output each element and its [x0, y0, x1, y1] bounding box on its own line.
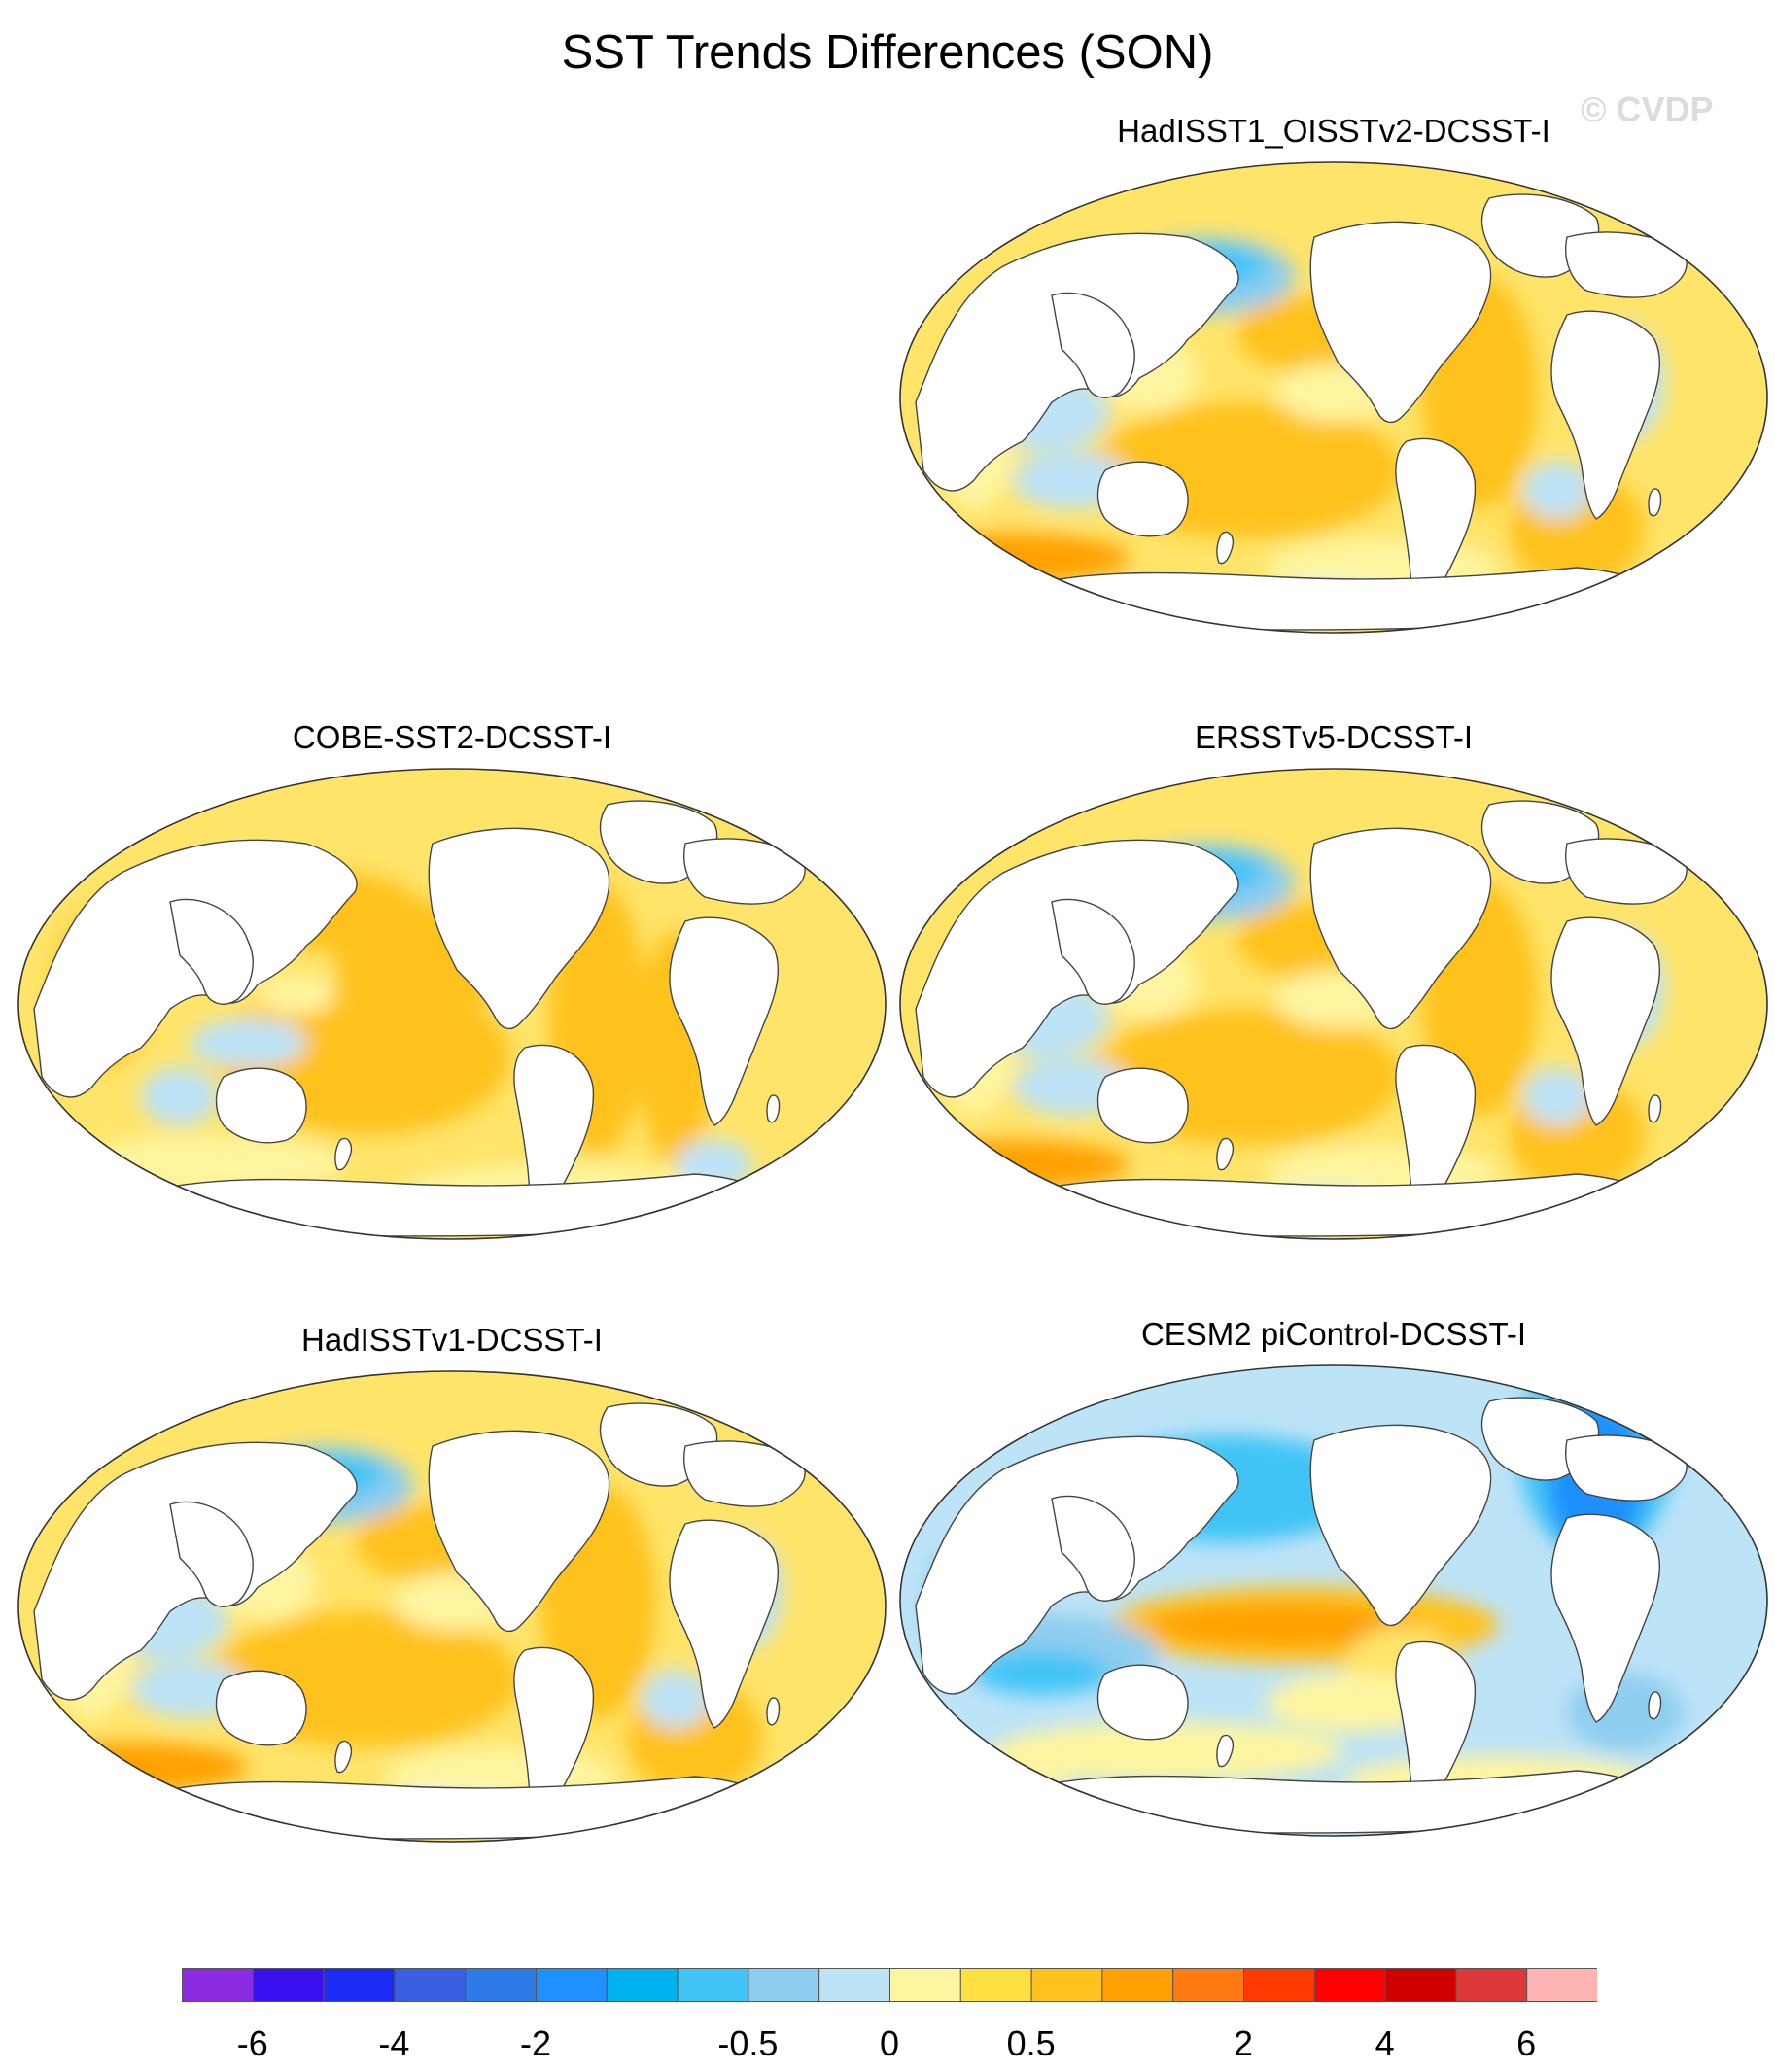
colorbar-labels: -6 -4 -2 -0.5 0 0.5 2 4 6 [0, 2023, 1775, 2072]
land-northAmerica [1309, 1424, 1492, 1627]
land-madagascar [1648, 1691, 1662, 1720]
colorbar-cell [465, 1968, 538, 2002]
land-newZealand [334, 1740, 353, 1774]
colorbar-cell [323, 1968, 396, 2002]
land-madagascar [766, 1094, 781, 1123]
map-outline [17, 768, 887, 1240]
page-title: SST Trends Differences (SON) [561, 26, 1214, 79]
land-newZealand [1216, 1137, 1235, 1171]
land-asiaEast [1051, 1495, 1135, 1602]
land-africa [1550, 310, 1661, 520]
land-asiaEast [1051, 292, 1135, 398]
land-europe [1565, 231, 1688, 298]
map [899, 768, 1768, 1240]
land-northAmerica [1309, 827, 1492, 1030]
colorbar-cell [1384, 1968, 1457, 2002]
map [17, 768, 887, 1240]
land-madagascar [766, 1697, 781, 1726]
colorbar-tick-label: 0.5 [1006, 2023, 1056, 2063]
land-europe [683, 1440, 806, 1507]
colorbar-cell [677, 1968, 749, 2002]
land-newZealand [334, 1137, 353, 1171]
colorbar-cell [818, 1968, 891, 2002]
colorbar-tick-label: -2 [519, 2023, 552, 2063]
colorbar-tick-label: 2 [1233, 2023, 1254, 2063]
colorbar-cell [1243, 1968, 1315, 2002]
colorbar-cell [1030, 1968, 1103, 2002]
map [899, 1364, 1768, 1837]
map-outline [899, 1364, 1768, 1837]
map-panel-hadisst1-oisstv2: HadISST1_OISSTv2-DCSST-I [896, 113, 1771, 735]
map-outline [899, 768, 1768, 1240]
map-panel-ersstv5: ERSSTv5-DCSST-I [896, 719, 1771, 1341]
land-australia [1096, 461, 1189, 537]
map-panel-cesm2-picontrol: CESM2 piControl-DCSST-I [896, 1316, 1771, 1938]
panel-title: HadISSTv1-DCSST-I [301, 1322, 603, 1358]
land-australia [1096, 1067, 1189, 1144]
land-australia [215, 1067, 307, 1144]
land-africa [669, 1519, 780, 1729]
anomaly-region [258, 975, 335, 1014]
map [899, 161, 1768, 634]
colorbar [182, 1968, 1597, 2002]
colorbar-cell [606, 1968, 679, 2002]
map-panel-hadisstv1: HadISSTv1-DCSST-I [15, 1322, 889, 1944]
colorbar-cell [1526, 1968, 1597, 2002]
land-europe [683, 838, 806, 905]
map-panel-cobe-sst2: COBE-SST2-DCSST-I [15, 719, 889, 1341]
colorbar-cell [252, 1968, 325, 2002]
colorbar-tick-label: -0.5 [717, 2023, 779, 2063]
watermark: © CVDP [1581, 89, 1714, 129]
land-asiaEast [169, 898, 254, 1005]
colorbar-cell [1455, 1968, 1528, 2002]
land-africa [1550, 1513, 1661, 1723]
land-australia [1096, 1664, 1189, 1741]
land-europe [1565, 838, 1688, 905]
land-europe [1565, 1434, 1688, 1502]
panel-title: COBE-SST2-DCSST-I [292, 719, 612, 755]
colorbar-cell [182, 1968, 254, 2002]
colorbar-tick-label: -6 [236, 2023, 268, 2063]
land-newZealand [1216, 531, 1235, 565]
colorbar-tick-label: 6 [1516, 2023, 1537, 2063]
panel-title: HadISST1_OISSTv2-DCSST-I [1117, 113, 1550, 149]
anomaly-region [1523, 1067, 1591, 1125]
colorbar-cell [1101, 1968, 1174, 2002]
anomaly-region [141, 1067, 219, 1125]
panel-title: ERSSTv5-DCSST-I [1194, 719, 1474, 755]
colorbar-cell [748, 1968, 820, 2002]
colorbar-cell [1172, 1968, 1245, 2002]
colorbar-tick-label: 0 [879, 2023, 900, 2063]
colorbar-cell [1313, 1968, 1386, 2002]
land-newZealand [1216, 1734, 1235, 1768]
anomaly-region [993, 1722, 1343, 1780]
land-madagascar [1648, 488, 1662, 517]
land-northAmerica [428, 1430, 610, 1633]
panel-title: CESM2 piControl-DCSST-I [1140, 1316, 1527, 1352]
colorbar-cell [889, 1968, 961, 2002]
anomaly-region [1149, 1604, 1421, 1646]
land-australia [215, 1670, 307, 1746]
anomaly-region [1523, 461, 1591, 519]
anomaly-region [190, 1019, 306, 1067]
map-outline [899, 161, 1768, 634]
map [17, 1370, 887, 1843]
land-africa [669, 916, 780, 1126]
land-madagascar [1648, 1094, 1662, 1123]
land-africa [1550, 916, 1661, 1126]
land-northAmerica [1309, 221, 1492, 424]
map-outline [17, 1370, 887, 1843]
land-asiaEast [169, 1501, 254, 1607]
colorbar-tick-label: 4 [1375, 2023, 1395, 2063]
land-northAmerica [428, 827, 610, 1030]
colorbar-cell [959, 1968, 1032, 2002]
anomaly-region [974, 1652, 1110, 1695]
land-asiaEast [1051, 898, 1135, 1005]
colorbar-cell [394, 1968, 467, 2002]
colorbar-cell [536, 1968, 608, 2002]
colorbar-tick-label: -4 [378, 2023, 410, 2063]
anomaly-region [945, 1751, 1081, 1790]
anomaly-region [642, 1670, 710, 1728]
